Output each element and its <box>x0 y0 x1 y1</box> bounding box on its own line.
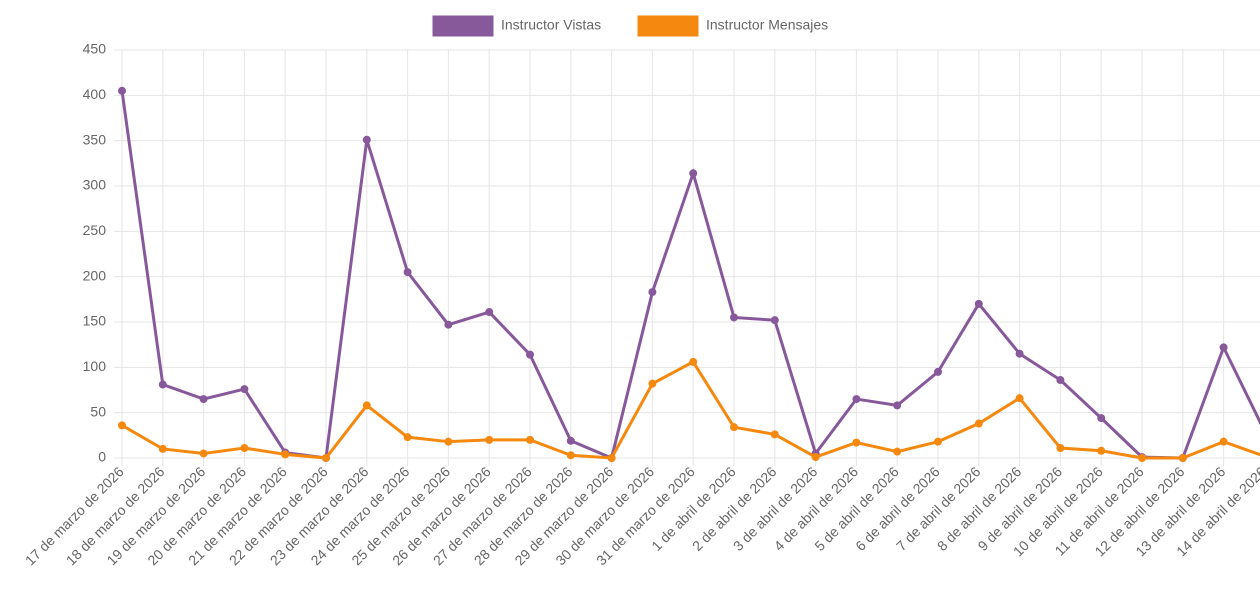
data-point <box>566 436 575 445</box>
data-point <box>974 299 983 308</box>
data-point <box>770 316 779 325</box>
y-tick-label: 250 <box>83 222 107 238</box>
data-point <box>893 401 902 410</box>
y-tick-label: 450 <box>83 41 107 57</box>
data-point <box>444 437 453 446</box>
data-point <box>730 423 738 432</box>
y-tick-label: 300 <box>83 177 107 193</box>
data-point <box>362 401 371 410</box>
data-point <box>444 320 453 329</box>
data-point <box>362 135 371 144</box>
data-point <box>566 451 575 460</box>
data-point <box>689 169 698 178</box>
legend-label: Instructor Vistas <box>501 17 601 33</box>
data-point <box>322 454 330 462</box>
data-point <box>403 268 412 277</box>
data-point <box>118 86 126 95</box>
data-point <box>1056 376 1065 385</box>
data-point <box>770 430 779 439</box>
y-tick-label: 150 <box>83 313 107 329</box>
data-point <box>934 437 942 446</box>
data-point <box>281 450 290 459</box>
data-point <box>648 288 657 297</box>
data-point <box>730 313 738 322</box>
data-point <box>1219 437 1228 446</box>
y-tick-label: 0 <box>98 449 106 465</box>
data-point <box>1097 414 1106 423</box>
data-point <box>403 433 412 442</box>
data-point <box>648 379 657 388</box>
data-point <box>811 453 820 462</box>
y-tick-label: 50 <box>90 403 106 419</box>
data-point <box>158 380 167 389</box>
data-point <box>852 395 861 404</box>
data-point <box>934 367 942 376</box>
data-point <box>158 444 167 453</box>
data-point <box>1015 394 1024 403</box>
data-point <box>240 444 249 453</box>
y-tick-label: 400 <box>83 86 107 102</box>
series-line <box>121 359 1260 460</box>
data-point <box>689 357 698 366</box>
data-point <box>1056 444 1065 453</box>
data-point <box>1015 349 1024 358</box>
legend-label: Instructor Mensajes <box>706 17 828 33</box>
data-point <box>1178 454 1187 462</box>
y-tick-label: 350 <box>83 131 107 147</box>
data-point <box>485 308 494 317</box>
data-point <box>526 435 534 444</box>
data-point <box>607 454 616 462</box>
data-point <box>893 447 902 456</box>
legend-swatch <box>636 14 700 38</box>
data-point <box>852 438 861 447</box>
series-line <box>120 90 1260 461</box>
data-point <box>1138 454 1146 462</box>
legend-swatch <box>431 14 495 38</box>
y-tick-label: 100 <box>83 358 107 374</box>
y-tick-label: 200 <box>83 267 107 283</box>
data-point <box>240 385 249 394</box>
data-point <box>199 395 208 404</box>
data-point <box>526 350 534 359</box>
data-point <box>199 449 208 458</box>
data-point <box>485 435 494 444</box>
data-point <box>118 421 126 430</box>
data-point <box>974 419 983 428</box>
data-point <box>1097 446 1106 455</box>
data-point <box>1219 343 1228 352</box>
